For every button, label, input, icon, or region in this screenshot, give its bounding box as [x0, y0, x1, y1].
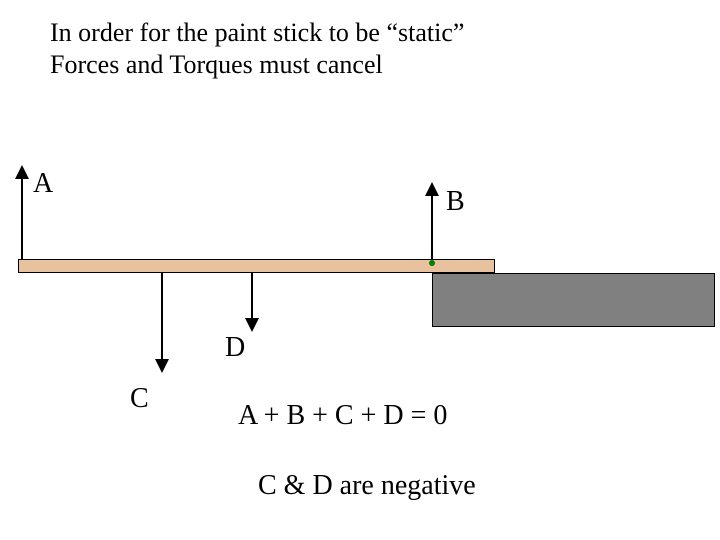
equation-note: C & D are negative: [258, 470, 476, 502]
force-c-arrow-head: [155, 359, 169, 373]
title-line-2: Forces and Torques must cancel: [50, 50, 383, 80]
force-b-arrow-head: [425, 182, 439, 196]
force-d-arrow-shaft: [251, 273, 253, 318]
label-c: C: [130, 383, 149, 415]
force-c-arrow-shaft: [161, 273, 163, 359]
force-b-arrow-shaft: [431, 196, 433, 259]
title-line-1: In order for the paint stick to be “stat…: [50, 18, 464, 48]
table-block: [432, 273, 715, 327]
force-d-arrow-head: [245, 318, 259, 332]
diagram-canvas: { "title": { "line1": "In order for the …: [0, 0, 720, 540]
label-a: A: [33, 168, 53, 200]
label-d: D: [225, 332, 245, 364]
force-a-arrow-head: [15, 165, 29, 179]
equation-sum: A + B + C + D = 0: [238, 400, 447, 432]
label-b: B: [446, 186, 465, 218]
pivot-dot: [429, 260, 435, 266]
force-a-arrow-shaft: [21, 179, 23, 259]
paint-stick: [18, 259, 495, 273]
